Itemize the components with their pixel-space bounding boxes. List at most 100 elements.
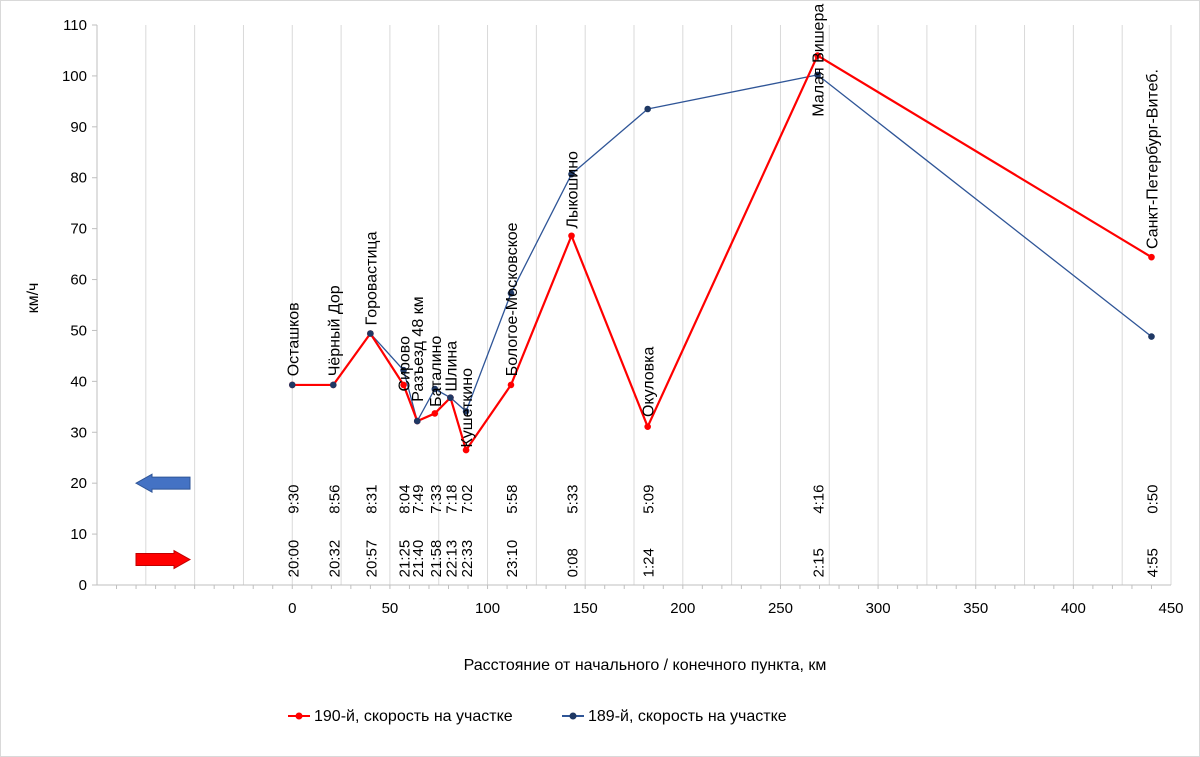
legend-marker-190 — [295, 712, 303, 720]
time-label-forward: 22:13 — [443, 540, 460, 578]
x-tick-label: 0 — [288, 600, 296, 617]
data-point-190 — [1148, 253, 1155, 261]
x-tick-label: 100 — [475, 600, 500, 617]
data-point-190 — [400, 381, 407, 389]
time-label-backward: 7:18 — [443, 485, 460, 514]
x-tick-label: 400 — [1061, 600, 1086, 617]
legend-marker-189 — [569, 712, 577, 720]
time-label-forward: 21:58 — [428, 540, 445, 578]
legend: 190-й, скорость на участке 189-й, скорос… — [288, 708, 787, 725]
grid-layer — [145, 25, 1172, 585]
y-tick-label: 50 — [70, 322, 87, 339]
time-label-backward: 5:33 — [565, 485, 582, 514]
x-tick-label: 150 — [573, 600, 598, 617]
direction-arrow-layer — [134, 473, 192, 570]
station-label: Бологое-Московское — [504, 222, 521, 376]
time-label-backward: 8:04 — [397, 485, 414, 514]
time-label-backward: 4:16 — [811, 485, 828, 514]
y-axis-title: км/ч — [25, 283, 42, 314]
x-tick-label: 50 — [382, 600, 399, 617]
x-tick-label: 450 — [1158, 600, 1183, 617]
time-label-backward: 8:31 — [363, 485, 380, 514]
data-point-189 — [329, 381, 337, 389]
data-point-189 — [814, 71, 821, 79]
time-label-forward: 20:32 — [326, 540, 343, 578]
x-tick-label: 250 — [768, 600, 793, 617]
data-point-190 — [462, 446, 470, 454]
legend-label-189: 189-й, скорость на участке — [588, 708, 787, 725]
legend-item-189: 189-й, скорость на участке — [562, 708, 787, 725]
time-label-backward: 9:30 — [285, 485, 302, 514]
time-label-forward: 4:55 — [1144, 548, 1161, 577]
arrow-left-icon — [134, 473, 191, 494]
station-label: Чёрный Дор — [326, 285, 343, 376]
station-label: Окуловка — [641, 346, 658, 417]
time-label-backward: 8:56 — [326, 485, 343, 514]
data-point-190 — [507, 381, 515, 389]
y-tick-label: 110 — [63, 17, 87, 34]
station-label: Горовастица — [363, 231, 380, 325]
data-point-190 — [431, 410, 439, 417]
axis-layer: 0 10 20 30 40 50 60 70 80 90 100 110 0 50 100 150 200 250… — [62, 17, 1184, 617]
y-tick-label: 90 — [70, 119, 87, 136]
data-point-189 — [431, 385, 439, 393]
time-label-backward: 5:09 — [641, 485, 658, 514]
x-tick-label: 300 — [866, 600, 891, 617]
time-label-layer: 9:30 20:00 8:56 20:32 8:31 20:57 8:04 21:25 7:49… — [285, 485, 1161, 578]
x-tick-label: 350 — [963, 600, 988, 617]
station-label: Кушеткино — [459, 368, 476, 448]
data-point-189 — [367, 330, 374, 337]
station-label: Разъезд 48 км — [410, 296, 427, 401]
station-label: Малая Вишера — [811, 4, 828, 117]
station-label: Осташков — [285, 302, 302, 376]
data-point-189 — [644, 105, 651, 113]
arrow-right-icon — [135, 549, 192, 570]
y-tick-label: 20 — [70, 475, 87, 492]
time-label-forward: 0:08 — [565, 548, 582, 577]
y-tick-label: 60 — [70, 272, 87, 289]
time-label-backward: 0:50 — [1144, 485, 1161, 514]
time-label-forward: 20:00 — [285, 540, 302, 578]
y-tick-label: 0 — [79, 577, 87, 594]
station-label: Санкт-Петербург-Витеб. — [1144, 69, 1161, 249]
data-point-190 — [644, 423, 651, 430]
y-tick-label: 80 — [70, 170, 87, 187]
data-point-189 — [288, 381, 296, 389]
series-layer — [288, 52, 1155, 454]
x-axis-title: Расстояние от начального / конечного пун… — [464, 657, 827, 674]
time-label-backward: 7:33 — [428, 485, 445, 514]
y-tick-label: 10 — [70, 526, 87, 543]
data-point-189 — [507, 289, 515, 297]
y-tick-label: 40 — [70, 373, 87, 390]
station-label: Шлина — [443, 341, 460, 392]
station-label: Сирово — [397, 336, 414, 392]
data-point-189 — [447, 394, 454, 401]
data-point-189 — [462, 408, 470, 415]
x-tick-label: 200 — [670, 600, 695, 617]
station-label: Баталино — [428, 336, 445, 407]
time-label-backward: 7:02 — [459, 485, 476, 514]
time-label-forward: 20:57 — [363, 540, 380, 578]
time-label-backward: 7:49 — [410, 485, 427, 514]
legend-item-190: 190-й, скорость на участке — [288, 708, 513, 725]
time-label-forward: 22:33 — [459, 540, 476, 578]
time-label-forward: 2:15 — [811, 548, 828, 577]
data-point-190 — [568, 232, 575, 240]
station-label: Лыкошино — [565, 151, 582, 229]
time-label-forward: 21:25 — [397, 540, 414, 578]
time-label-forward: 21:40 — [410, 540, 427, 578]
data-point-189 — [400, 366, 407, 374]
time-label-backward: 5:58 — [504, 485, 521, 514]
data-point-189 — [568, 170, 575, 178]
y-tick-label: 70 — [70, 221, 87, 238]
data-point-189 — [1148, 333, 1155, 340]
station-label-layer: Осташков Чёрный Дор Горовастица СировоРазъе… — [285, 4, 1161, 448]
data-point-189 — [413, 417, 421, 425]
legend-label-190: 190-й, скорость на участке — [314, 708, 513, 725]
y-tick-label: 100 — [62, 68, 87, 85]
data-point-190 — [814, 52, 821, 59]
time-label-forward: 1:24 — [641, 548, 658, 577]
time-label-forward: 23:10 — [504, 540, 521, 578]
